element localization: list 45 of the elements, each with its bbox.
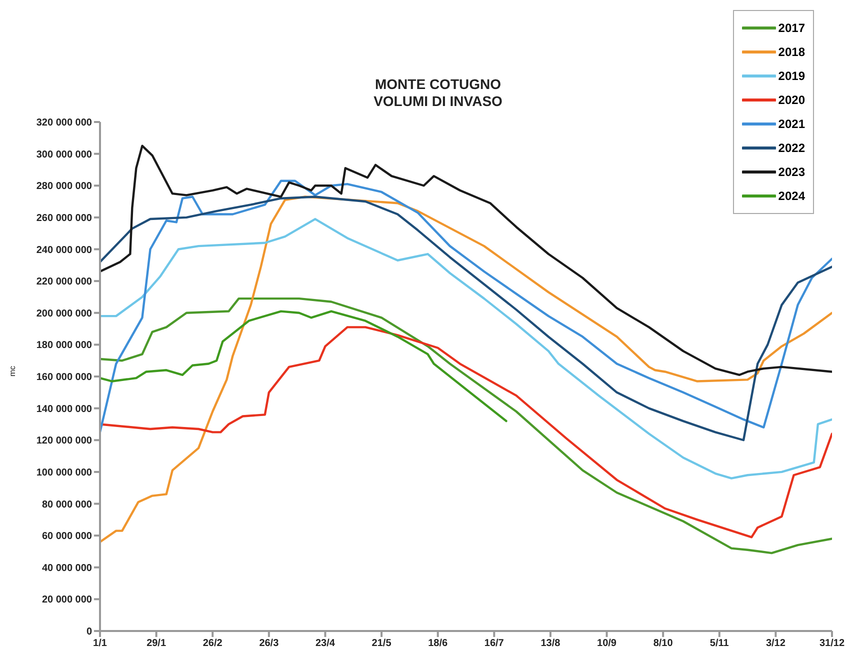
line-series xyxy=(100,297,832,554)
y-tick-label: 0 xyxy=(86,626,92,638)
legend-label: 2019 xyxy=(778,69,805,83)
line-series xyxy=(100,218,832,480)
y-tick-label: 20 000 000 xyxy=(42,594,92,606)
y-tick-label: 280 000 000 xyxy=(36,181,92,192)
y-tick-label: 200 000 000 xyxy=(36,308,92,320)
x-tick-label: 5/11 xyxy=(710,638,730,650)
legend-label: 2024 xyxy=(778,189,805,203)
y-tick-label: 140 000 000 xyxy=(36,404,92,415)
y-axis-title: mc xyxy=(8,366,17,376)
y-tick-label: 180 000 000 xyxy=(36,340,92,352)
x-tick-label: 13/8 xyxy=(540,638,561,650)
x-tick-label: 10/9 xyxy=(597,638,617,650)
x-tick-label: 29/1 xyxy=(146,638,166,650)
chart-title: MONTE COTUGNO xyxy=(374,76,502,93)
x-tick-label: 23/4 xyxy=(315,638,336,650)
legend-label: 2022 xyxy=(778,141,805,155)
legend-label: 2021 xyxy=(778,117,805,131)
y-tick-label: 100 000 000 xyxy=(36,467,92,478)
y-tick-label: 260 000 000 xyxy=(36,212,92,224)
y-tick-label: 300 000 000 xyxy=(36,149,92,160)
x-tick-label: 8/10 xyxy=(653,638,674,650)
x-tick-label: 31/12 xyxy=(819,638,845,650)
line-series xyxy=(100,310,508,422)
x-tick-label: 3/12 xyxy=(766,638,786,650)
y-tick-label: 240 000 000 xyxy=(36,244,92,256)
legend-label: 2023 xyxy=(778,165,805,179)
y-tick-label: 160 000 000 xyxy=(36,372,92,384)
x-tick-label: 18/6 xyxy=(428,638,448,650)
y-tick-label: 80 000 000 xyxy=(42,499,92,510)
x-tick-label: 21/5 xyxy=(372,638,392,650)
x-tick-label: 26/2 xyxy=(202,638,223,650)
x-tick-label: 26/3 xyxy=(259,638,280,650)
y-tick-label: 40 000 000 xyxy=(42,562,92,574)
x-tick-label: 1/1 xyxy=(93,638,108,650)
x-tick-label: 16/7 xyxy=(484,638,504,650)
legend-label: 2018 xyxy=(778,45,805,59)
chart-subtitle: VOLUMI DI INVASO xyxy=(372,93,504,110)
y-tick-label: 60 000 000 xyxy=(42,531,92,542)
legend-label: 2017 xyxy=(778,21,805,35)
y-tick-label: 120 000 000 xyxy=(36,436,92,447)
y-tick-label: 320 000 000 xyxy=(36,118,92,129)
legend-label: 2020 xyxy=(778,93,805,107)
y-tick-label: 220 000 000 xyxy=(36,276,92,288)
